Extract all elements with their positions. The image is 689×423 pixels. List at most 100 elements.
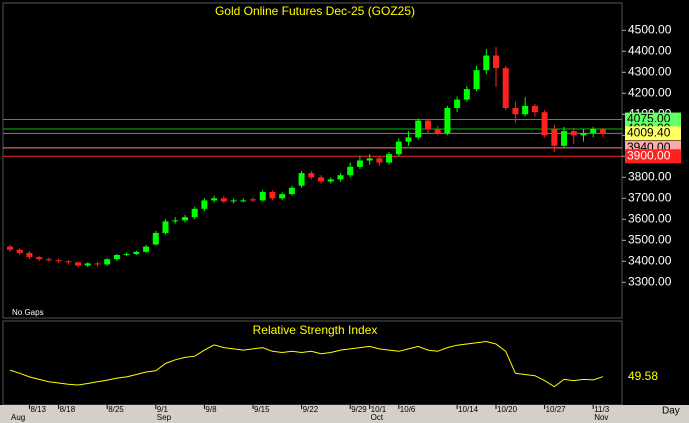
candle-body xyxy=(259,192,266,201)
candle-body xyxy=(590,129,597,134)
candle-body xyxy=(211,198,218,201)
candle-body xyxy=(7,246,13,250)
candle-body xyxy=(65,261,72,263)
y-tick-label: 4300.00 xyxy=(628,64,672,78)
candle-body xyxy=(434,129,441,134)
level-label-box xyxy=(625,149,681,164)
x-tick-label: 10/1 xyxy=(371,405,387,414)
y-tick-label: 3500.00 xyxy=(628,232,672,246)
candle-body xyxy=(366,158,373,161)
rsi-line xyxy=(9,340,604,388)
candle-body xyxy=(541,112,548,136)
note: No Gaps xyxy=(12,308,44,317)
candle-body xyxy=(113,255,120,260)
y-tick-label: 3300.00 xyxy=(628,274,672,288)
candle-body xyxy=(454,99,461,108)
candle-body xyxy=(570,131,577,136)
candle-body xyxy=(386,154,393,163)
x-tick-label: 9/1 xyxy=(157,405,169,414)
chart-title: Gold Online Futures Dec-25 (GOZ25) xyxy=(215,4,415,18)
x-tick-label: 8/25 xyxy=(108,405,124,414)
month-label: Oct xyxy=(371,413,384,422)
x-tick-label: 9/29 xyxy=(351,405,367,414)
x-tick-label: 10/14 xyxy=(458,405,479,414)
indicator-title: Relative Strength Index xyxy=(253,323,378,337)
date-axis xyxy=(0,405,689,423)
candle-body xyxy=(45,259,52,261)
candle-body xyxy=(279,194,286,199)
candle-body xyxy=(424,120,431,129)
candle-body xyxy=(599,129,606,134)
candle-body xyxy=(356,160,363,167)
candle-body xyxy=(162,221,169,233)
candle-body xyxy=(347,166,354,176)
candle-body xyxy=(444,108,451,134)
candle-body xyxy=(463,89,470,100)
price-panel xyxy=(2,2,623,319)
candle-body xyxy=(133,251,140,254)
candle-body xyxy=(201,200,208,209)
candle-body xyxy=(483,55,490,71)
candle-body xyxy=(473,70,480,90)
x-tick-label: 9/22 xyxy=(303,405,319,414)
y-tick-label: 3700.00 xyxy=(628,190,672,204)
month-label: Aug xyxy=(11,413,25,422)
candle-body xyxy=(220,198,227,202)
x-tick-label: 9/15 xyxy=(254,405,270,414)
candle-body xyxy=(55,260,62,262)
x-tick-label: 8/18 xyxy=(60,405,76,414)
x-tick-label: 8/13 xyxy=(30,405,46,414)
month-label: Sep xyxy=(157,413,172,422)
candle-body xyxy=(551,129,558,146)
candle-body xyxy=(152,232,159,245)
candle-body xyxy=(298,173,305,186)
y-tick-label: 4200.00 xyxy=(628,85,672,99)
candle-body xyxy=(531,105,538,113)
y-tick-label: 3600.00 xyxy=(628,211,672,225)
x-tick-label: 10/20 xyxy=(497,405,518,414)
candle-body xyxy=(308,173,315,178)
y-tick-label: 4400.00 xyxy=(628,43,672,57)
candle-body xyxy=(84,263,91,266)
month-label: Nov xyxy=(594,413,608,422)
candle-body xyxy=(36,257,43,260)
y-tick-label: 4500.00 xyxy=(628,22,672,36)
x-tick-label: 10/6 xyxy=(400,405,416,414)
candle-body xyxy=(181,217,188,221)
candle-body xyxy=(250,199,256,201)
candle-body xyxy=(493,55,499,69)
candle-body xyxy=(522,105,529,115)
candle-body xyxy=(16,249,23,253)
x-tick-label: 11/3 xyxy=(594,405,610,414)
candle-body xyxy=(512,108,519,115)
candle-body xyxy=(327,179,334,182)
candle-body xyxy=(104,259,111,265)
interval-label: Day xyxy=(662,406,680,417)
candle-body xyxy=(94,263,101,265)
x-tick-label: 9/8 xyxy=(205,405,217,414)
rsi-last-value: 49.58 xyxy=(628,369,658,383)
x-tick-label: 10/27 xyxy=(546,405,567,414)
candle-body xyxy=(75,262,82,266)
candle-body xyxy=(405,137,412,142)
candle-body xyxy=(230,200,237,202)
candle-body xyxy=(288,187,295,195)
level-label: 3900.00 xyxy=(627,148,671,162)
candle-body xyxy=(240,200,247,202)
candle-body xyxy=(269,192,276,199)
candle-body xyxy=(26,252,33,258)
y-tick-label: 3800.00 xyxy=(628,169,672,183)
candle-body xyxy=(172,220,179,222)
level-label: 4009.40 xyxy=(627,125,671,139)
candle-body xyxy=(376,158,383,163)
y-tick-label: 3400.00 xyxy=(628,253,672,267)
candle-body xyxy=(502,68,509,108)
candle-body xyxy=(580,133,587,136)
candle-body xyxy=(395,141,402,155)
candle-body xyxy=(415,120,422,138)
level-label-box xyxy=(625,126,681,141)
candle-body xyxy=(191,208,198,218)
candle-body xyxy=(123,253,130,255)
candle-body xyxy=(318,177,325,182)
